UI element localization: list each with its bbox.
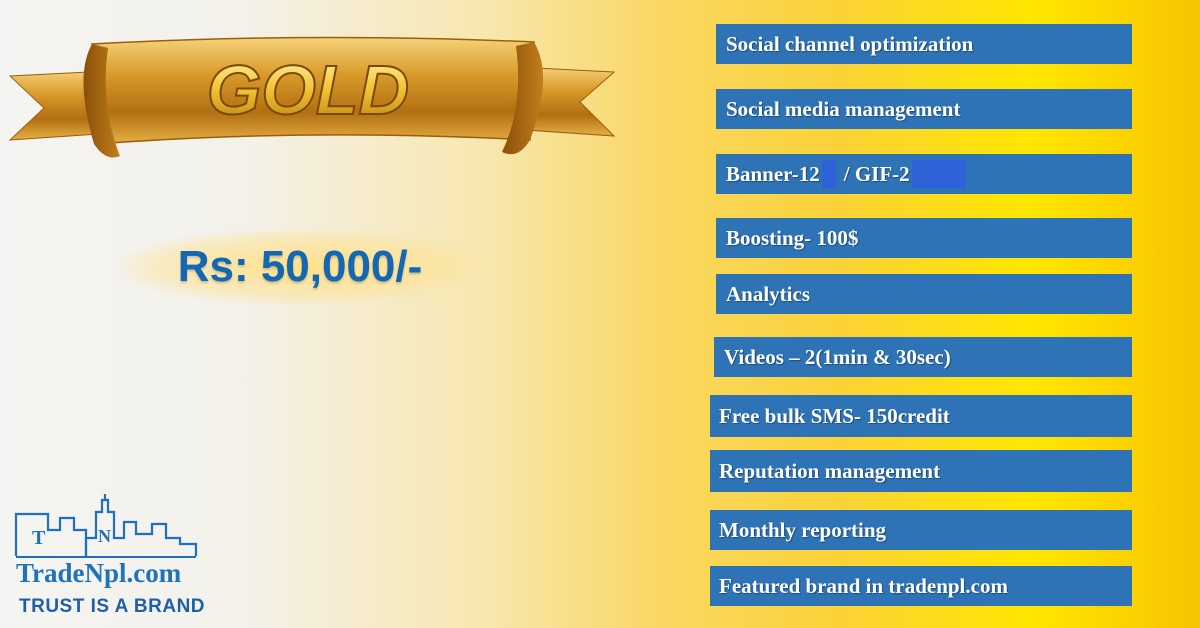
feature-label: Videos – 2(1min & 30sec)	[724, 344, 951, 369]
redacted-patch	[821, 160, 836, 188]
feature-item-analytics: Analytics	[716, 274, 1132, 314]
feature-label: Banner-12	[726, 161, 820, 186]
gold-ribbon-banner: GOLD	[8, 36, 616, 158]
tradenpl-logo: T N	[14, 494, 198, 558]
redacted-patch	[911, 160, 966, 188]
feature-label: Social media management	[726, 96, 961, 121]
gold-label: GOLD	[207, 51, 409, 129]
feature-label: Monthly reporting	[719, 517, 887, 542]
logo-name: TradeNpl.com	[16, 558, 182, 588]
feature-label: Boosting- 100$	[726, 225, 859, 250]
feature-item-social-media: Social media management	[716, 89, 1132, 129]
feature-item-social-channel: Social channel optimization	[716, 24, 1132, 64]
feature-item-monthly-reporting: Monthly reporting	[710, 510, 1132, 550]
price-label: Rs: 50,000/-	[120, 230, 480, 304]
feature-item-bulk-sms: Free bulk SMS- 150credit	[710, 395, 1132, 437]
logo-letter-t: T	[32, 527, 46, 549]
feature-label: Social channel optimization	[726, 31, 974, 56]
feature-label: Reputation management	[719, 458, 941, 483]
feature-label: / GIF-2	[843, 161, 910, 186]
logo-tagline: TRUST IS A BRAND	[19, 596, 206, 617]
feature-label: Analytics	[726, 281, 810, 306]
feature-item-boosting: Boosting- 100$	[716, 218, 1132, 258]
feature-item-featured-brand: Featured brand in tradenpl.com	[710, 566, 1132, 606]
feature-label: Free bulk SMS- 150credit	[719, 403, 950, 428]
feature-label: Featured brand in tradenpl.com	[719, 573, 1008, 598]
feature-item-banner-gif: Banner-12 / GIF-2	[716, 154, 1132, 194]
feature-item-reputation: Reputation management	[710, 450, 1132, 492]
logo-letter-n: N	[98, 526, 111, 546]
feature-item-videos: Videos – 2(1min & 30sec)	[714, 337, 1132, 377]
